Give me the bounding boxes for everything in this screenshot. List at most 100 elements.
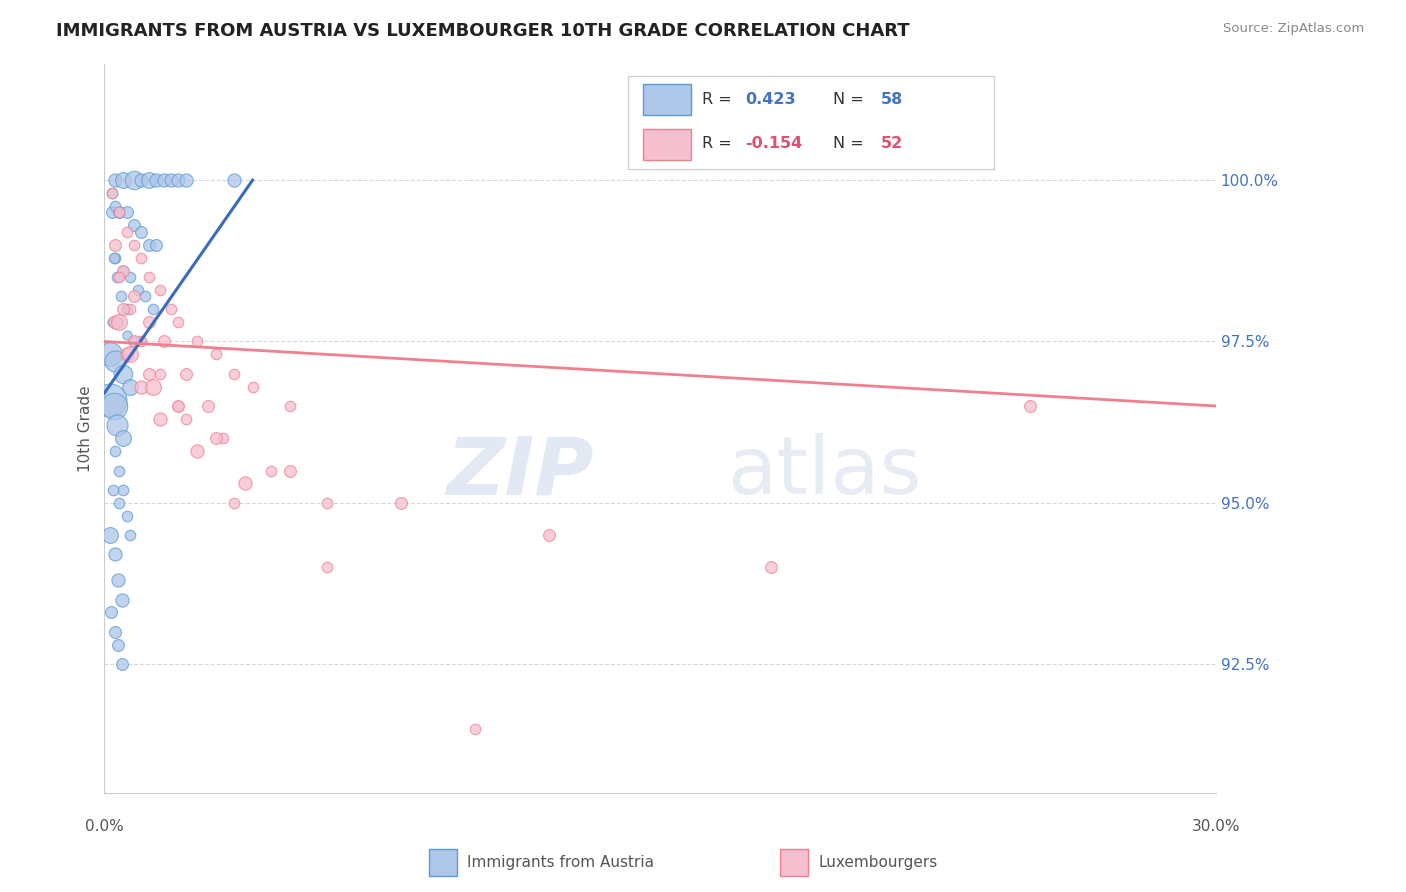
Point bbox=[120, 302, 142, 317]
Text: 0.423: 0.423 bbox=[745, 92, 796, 107]
Text: -0.154: -0.154 bbox=[745, 136, 803, 151]
Point bbox=[103, 251, 125, 265]
Point bbox=[464, 722, 486, 736]
Text: N =: N = bbox=[834, 92, 869, 107]
Point bbox=[120, 379, 142, 393]
Point bbox=[111, 431, 134, 445]
Text: Source: ZipAtlas.com: Source: ZipAtlas.com bbox=[1223, 22, 1364, 36]
Point bbox=[204, 431, 226, 445]
Text: Immigrants from Austria: Immigrants from Austria bbox=[467, 855, 654, 870]
Point bbox=[101, 205, 124, 219]
Point bbox=[111, 367, 134, 381]
Text: R =: R = bbox=[702, 92, 737, 107]
Point bbox=[108, 269, 131, 284]
Point bbox=[103, 399, 125, 413]
Point bbox=[149, 412, 172, 426]
Point bbox=[111, 302, 134, 317]
Point bbox=[101, 315, 124, 329]
Point bbox=[152, 173, 174, 187]
Point bbox=[141, 302, 163, 317]
Point bbox=[315, 496, 337, 510]
Point bbox=[111, 263, 134, 277]
Point bbox=[122, 334, 145, 349]
Point bbox=[104, 354, 127, 368]
Point bbox=[131, 251, 153, 265]
Point bbox=[115, 508, 138, 523]
Point bbox=[167, 173, 190, 187]
Point bbox=[115, 225, 138, 239]
Point bbox=[104, 624, 127, 639]
Point bbox=[149, 283, 172, 297]
Point bbox=[160, 173, 183, 187]
Point bbox=[127, 283, 149, 297]
Point bbox=[107, 638, 129, 652]
Point bbox=[186, 444, 208, 458]
Point bbox=[111, 263, 134, 277]
Point bbox=[315, 560, 337, 574]
Point bbox=[98, 392, 121, 407]
Point bbox=[108, 315, 131, 329]
Point bbox=[108, 496, 131, 510]
Point bbox=[204, 347, 226, 361]
Point bbox=[131, 173, 153, 187]
Point bbox=[111, 483, 134, 497]
Point bbox=[122, 219, 145, 233]
Point bbox=[1019, 399, 1042, 413]
Point bbox=[174, 412, 197, 426]
Point bbox=[105, 418, 128, 433]
Point bbox=[278, 463, 301, 477]
Point bbox=[108, 463, 131, 477]
Point bbox=[260, 463, 283, 477]
Point bbox=[115, 328, 138, 343]
Text: 0.0%: 0.0% bbox=[84, 819, 124, 834]
Point bbox=[122, 289, 145, 303]
Point bbox=[115, 205, 138, 219]
Text: atlas: atlas bbox=[727, 434, 921, 511]
Point bbox=[104, 199, 127, 213]
Point bbox=[138, 173, 160, 187]
Point bbox=[167, 399, 190, 413]
Point bbox=[138, 367, 160, 381]
Point bbox=[111, 657, 134, 671]
Text: 30.0%: 30.0% bbox=[1191, 819, 1240, 834]
Point bbox=[186, 334, 208, 349]
Point bbox=[222, 496, 245, 510]
Point bbox=[110, 289, 132, 303]
Point bbox=[107, 573, 129, 587]
Point bbox=[131, 334, 153, 349]
Point bbox=[167, 315, 190, 329]
Text: 58: 58 bbox=[880, 92, 903, 107]
Point bbox=[108, 315, 131, 329]
Point bbox=[145, 173, 167, 187]
Point bbox=[122, 334, 145, 349]
Point bbox=[222, 173, 245, 187]
Point bbox=[120, 347, 142, 361]
Point bbox=[145, 237, 167, 252]
Point bbox=[101, 186, 124, 200]
Point bbox=[222, 367, 245, 381]
Point bbox=[104, 251, 127, 265]
Point bbox=[111, 592, 134, 607]
Point bbox=[138, 269, 160, 284]
Point bbox=[174, 173, 197, 187]
Point bbox=[105, 269, 128, 284]
Point bbox=[389, 496, 412, 510]
Point bbox=[233, 476, 256, 491]
Point bbox=[138, 237, 160, 252]
Point bbox=[108, 205, 131, 219]
Point bbox=[152, 334, 174, 349]
Point bbox=[120, 528, 142, 542]
Point bbox=[101, 186, 124, 200]
Point bbox=[104, 315, 127, 329]
Point bbox=[104, 173, 127, 187]
Point bbox=[98, 528, 121, 542]
Text: ZIP: ZIP bbox=[446, 434, 593, 511]
Point bbox=[242, 379, 264, 393]
Text: 52: 52 bbox=[880, 136, 903, 151]
Y-axis label: 10th Grade: 10th Grade bbox=[79, 385, 93, 472]
Point bbox=[120, 269, 142, 284]
Point bbox=[108, 205, 131, 219]
Point bbox=[111, 173, 134, 187]
Point bbox=[759, 560, 782, 574]
Point bbox=[212, 431, 235, 445]
